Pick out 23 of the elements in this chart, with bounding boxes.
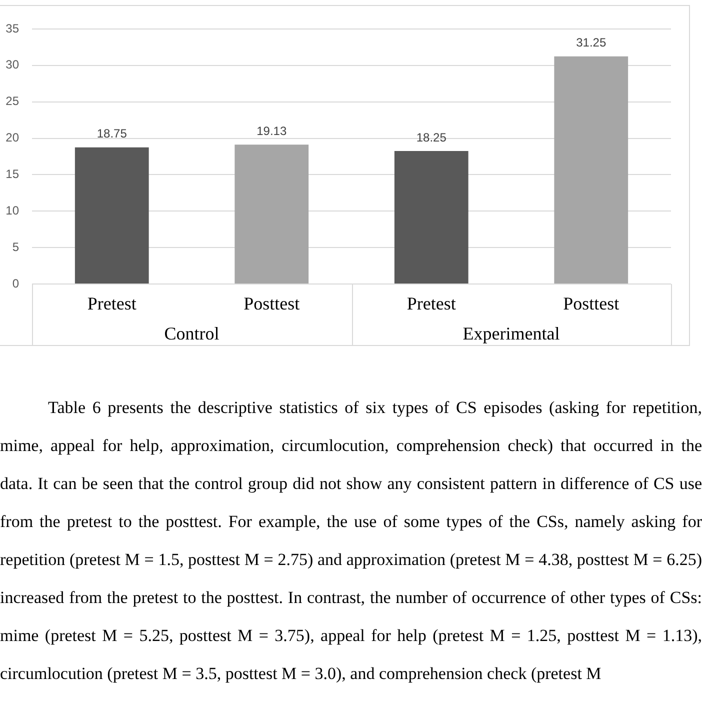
bar bbox=[394, 151, 468, 284]
y-tick-label: 10 bbox=[6, 203, 20, 218]
series-label: Posttest bbox=[244, 294, 300, 314]
x-tick-label: Control bbox=[164, 324, 220, 344]
y-tick-label: 0 bbox=[12, 276, 20, 290]
y-tick-label: 20 bbox=[6, 130, 20, 145]
series-label: Pretest bbox=[87, 294, 136, 314]
y-tick-label: 15 bbox=[6, 167, 20, 182]
bar bbox=[234, 144, 309, 284]
caption: Table 6 presents the descriptive statistics of six types of CS episodes (asking for repetition, mime, appeal for help, approximation, circumlocution, comprehension check) that occurred in the data. It can be seen that the control group did not show any consistent pattern in difference of CS use from the pretest to the posttest. For example, the use of some types of the CSs, namely asking for repetition (pretest M = 1.5, posttest M = 2.75) and approximation (pretest M = 4.38, posttest M = 6.25) increased from the pretest to the posttest. In contrast, the number of occurrence of other types of CSs: mime (pretest M = 5.25, posttest M = 3.75), appeal for help (pretest M = 1.25, posttest M = 1.13), circumlocution (pretest M = 3.5, posttest M = 3.0), and comprehension check (pretest M bbox=[0, 397, 702, 685]
text: Posttest bbox=[563, 294, 620, 314]
data-label: 19.13 bbox=[256, 124, 287, 138]
data-label: 18.25 bbox=[416, 130, 447, 144]
x-tick-label: Experimental bbox=[462, 324, 560, 344]
y-tick-label: 25 bbox=[6, 94, 20, 108]
data-label: 18.75 bbox=[96, 126, 128, 141]
y-tick-label: 35 bbox=[6, 21, 20, 36]
y-tick-label: 30 bbox=[6, 58, 20, 72]
bar bbox=[74, 147, 149, 284]
y-tick-label: 5 bbox=[12, 240, 20, 254]
bar bbox=[554, 56, 628, 284]
text: Pretest bbox=[406, 294, 456, 314]
data-label: 31.25 bbox=[576, 36, 606, 50]
